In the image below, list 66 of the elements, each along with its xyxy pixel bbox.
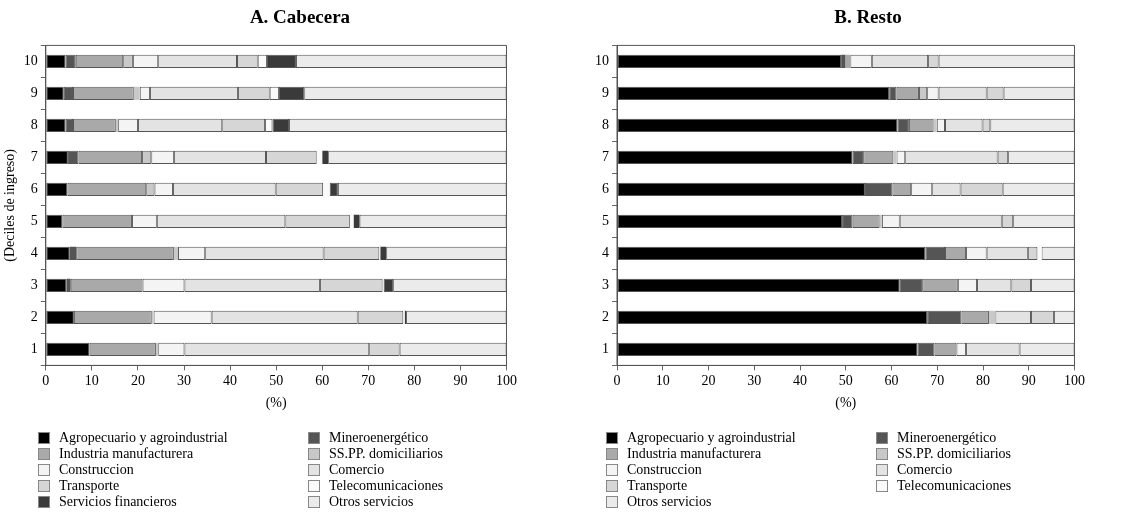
y-tick-label: 8 xyxy=(602,117,609,133)
legend-label: Transporte xyxy=(59,478,120,494)
y-tick-label: 8 xyxy=(30,117,38,133)
legend-label: Industria manufacturera xyxy=(627,446,762,462)
x-axis-title: (%) xyxy=(265,395,287,412)
x-tick-label: 30 xyxy=(177,373,192,389)
y-tick-label: 6 xyxy=(602,181,609,197)
y-tick-label: 7 xyxy=(30,149,38,165)
legend-label: Agropecuario y agroindustrial xyxy=(627,430,796,446)
x-tick-label: 10 xyxy=(655,373,670,389)
x-tick-label: 40 xyxy=(793,373,807,389)
y-tick-label: 5 xyxy=(602,213,609,229)
x-tick-label: 50 xyxy=(838,373,853,389)
x-tick-label: 60 xyxy=(884,373,899,389)
x-tick-label: 50 xyxy=(269,373,284,389)
y-tick-label: 4 xyxy=(602,245,609,261)
legend-label: Mineroenergético xyxy=(329,430,429,446)
legend-label: Otros servicios xyxy=(627,494,712,510)
x-tick-label: 0 xyxy=(42,373,50,389)
legend-label: Telecomunicaciones xyxy=(897,478,1012,494)
legend-label: Servicios financieros xyxy=(59,494,177,510)
x-tick-label: 40 xyxy=(223,373,238,389)
y-tick-label: 9 xyxy=(602,85,609,101)
y-tick-label: 1 xyxy=(602,341,609,357)
y-tick-label: 6 xyxy=(30,181,38,197)
x-tick-label: 90 xyxy=(453,373,468,389)
legend-label: Otros servicios xyxy=(329,494,414,510)
x-tick-label: 100 xyxy=(496,373,517,389)
x-tick-label: 20 xyxy=(701,373,716,389)
x-tick-label: 10 xyxy=(84,373,99,389)
y-tick-label: 2 xyxy=(602,309,609,325)
legend-label: Transporte xyxy=(627,478,688,494)
y-axis-title: (Deciles de ingreso) xyxy=(2,148,19,262)
chart-title: B. Resto xyxy=(833,6,903,28)
x-tick-label: 60 xyxy=(315,373,330,389)
legend-label: Agropecuario y agroindustrial xyxy=(59,430,228,446)
y-tick-label: 1 xyxy=(30,341,38,357)
x-tick-label: 80 xyxy=(976,373,990,389)
x-tick-label: 30 xyxy=(747,373,762,389)
legend-label: SS.PP. domiciliarios xyxy=(329,446,443,462)
x-tick-label: 70 xyxy=(361,373,376,389)
x-tick-label: 0 xyxy=(613,373,621,389)
legend-label: Mineroenergético xyxy=(897,430,997,446)
x-axis-title: (%) xyxy=(835,395,857,412)
y-tick-label: 7 xyxy=(602,149,609,165)
x-tick-label: 80 xyxy=(407,373,422,389)
x-tick-label: 20 xyxy=(130,373,145,389)
y-tick-label: 3 xyxy=(602,277,609,293)
legend-label: Telecomunicaciones xyxy=(329,478,444,494)
legend-label: Construccion xyxy=(627,462,702,478)
legend-label: Comercio xyxy=(897,462,953,478)
x-tick-label: 100 xyxy=(1064,373,1085,389)
y-tick-label: 10 xyxy=(595,53,609,69)
y-tick-label: 3 xyxy=(30,277,38,293)
x-tick-label: 70 xyxy=(930,373,945,389)
y-tick-label: 2 xyxy=(30,309,38,325)
legend-label: Industria manufacturera xyxy=(59,446,194,462)
y-tick-label: 5 xyxy=(30,213,38,229)
legend-label: SS.PP. domiciliarios xyxy=(897,446,1011,462)
x-tick-label: 90 xyxy=(1021,373,1036,389)
chart-title: A. Cabecera xyxy=(248,6,352,28)
y-tick-label: 10 xyxy=(23,53,38,69)
legend-label: Construccion xyxy=(59,462,134,478)
legend-label: Comercio xyxy=(329,462,385,478)
y-tick-label: 4 xyxy=(30,245,38,261)
y-tick-label: 9 xyxy=(30,85,38,101)
